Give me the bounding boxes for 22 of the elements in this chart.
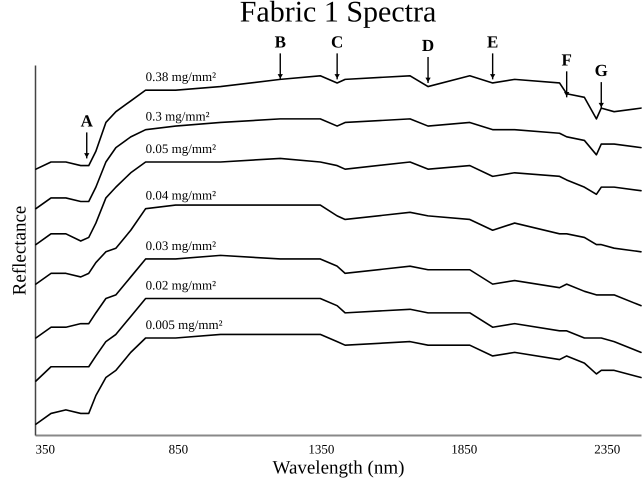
x-tick-label: 1850 <box>451 442 478 456</box>
annotation: A <box>80 111 94 130</box>
annotation: D <box>422 36 434 55</box>
annotation: F <box>561 50 572 70</box>
series-label: 0.02 mg/mm² <box>146 277 216 292</box>
annotation: E <box>486 32 498 52</box>
series-label: 0.03 mg/mm² <box>146 238 216 253</box>
x-tick-label: 1350 <box>308 442 334 456</box>
series-label: 0.05 mg/mm² <box>146 140 216 156</box>
series-label: 0.38 mg/mm² <box>146 69 216 84</box>
annotation: G <box>594 61 608 80</box>
series-label: 0.005 mg/mm² <box>146 317 223 332</box>
x-tick-label: 2350 <box>594 442 620 456</box>
chart-title: Fabric 1 Spectra <box>240 0 436 28</box>
series-label: 0.04 mg/mm² <box>146 188 216 203</box>
annotation: C <box>331 32 344 52</box>
y-axis-title: Reflectance <box>10 206 30 296</box>
series-label: 0.3 mg/mm² <box>146 108 210 124</box>
annotation: B <box>274 32 286 52</box>
x-tick-label: 350 <box>36 442 55 456</box>
x-axis-title: Wavelength (nm) <box>272 458 404 478</box>
x-tick-label: 850 <box>168 442 188 456</box>
